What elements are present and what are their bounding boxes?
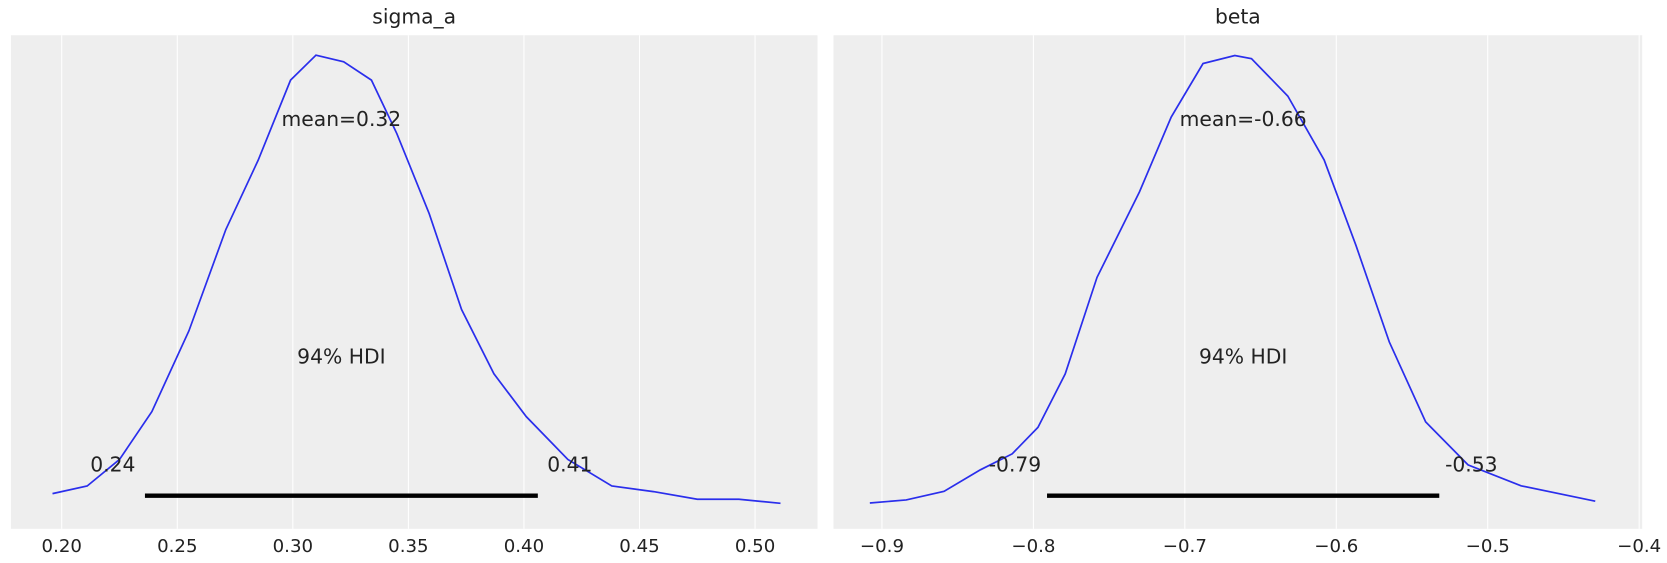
hdi-upper-label: -0.53 <box>1445 452 1497 476</box>
hdi-upper-label: 0.41 <box>547 452 592 476</box>
x-tick-label: 0.40 <box>504 536 544 557</box>
x-tick-label: −0.8 <box>1011 536 1055 557</box>
density-curve <box>52 54 781 505</box>
hdi-label: 94% HDI <box>297 344 385 368</box>
x-tick-label: 0.25 <box>157 536 197 557</box>
x-tick-label: −0.6 <box>1314 536 1358 557</box>
x-tick-label: −0.9 <box>860 536 904 557</box>
hdi-lower-label: -0.79 <box>989 452 1041 476</box>
x-tick-label: −0.4 <box>1617 536 1661 557</box>
hdi-label: 94% HDI <box>1199 344 1287 368</box>
x-tick-label: 0.50 <box>735 536 775 557</box>
x-tick-label: −0.5 <box>1466 536 1510 557</box>
x-tick-label: −0.7 <box>1163 536 1207 557</box>
panel-title: sigma_a <box>372 5 456 29</box>
mean-label: mean=0.32 <box>282 107 402 131</box>
plot-area <box>10 35 818 529</box>
plot-area <box>833 35 1643 529</box>
x-tick-label: 0.30 <box>273 536 313 557</box>
hdi-lower-label: 0.24 <box>90 452 135 476</box>
x-tick-label: 0.45 <box>619 536 659 557</box>
panel-title: beta <box>1215 5 1261 29</box>
mean-label: mean=-0.66 <box>1180 107 1307 131</box>
density-curve <box>869 54 1596 504</box>
x-tick-label: 0.35 <box>388 536 428 557</box>
x-tick-label: 0.20 <box>42 536 82 557</box>
